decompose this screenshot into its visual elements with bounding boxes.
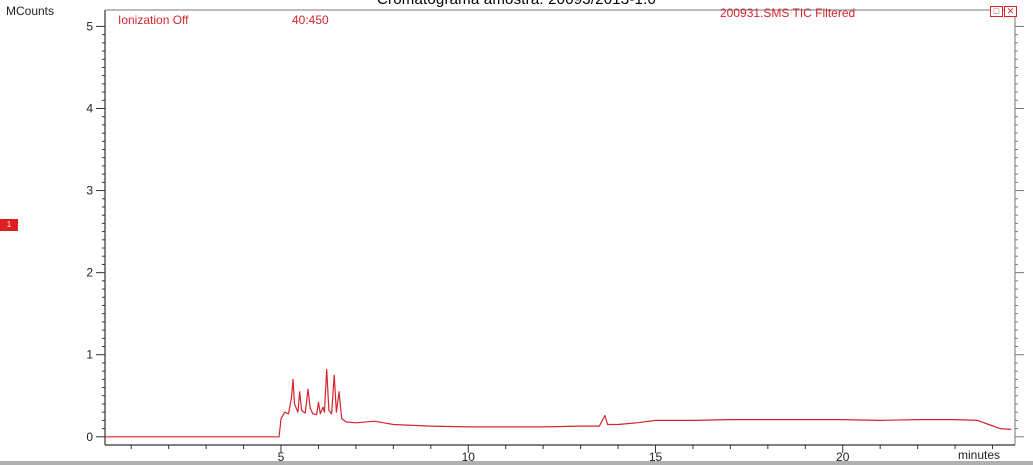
trace-group [105, 368, 1012, 438]
x-tick-label: 15 [649, 450, 663, 464]
y-tick-label: 5 [86, 19, 93, 33]
x-tick-label: 5 [278, 450, 285, 464]
plot-frame [104, 9, 1016, 446]
y-tick-label: 0 [86, 430, 93, 444]
trace-marker-badge[interactable]: 1 [0, 219, 18, 231]
window-buttons: □ ✕ [990, 6, 1017, 17]
y-tick-label: 3 [86, 184, 93, 198]
y-tick-label: 1 [86, 348, 93, 362]
x-axis-ticks: 5 10 15 20 [130, 445, 994, 464]
y-tick-label: 4 [86, 101, 93, 115]
y-tick-label: 2 [86, 266, 93, 280]
tic-trace-line [105, 368, 1012, 438]
ionization-status: Ionization Off [118, 13, 189, 27]
mass-range: 40:450 [292, 13, 329, 27]
file-label: 200931.SMS TIC Filtered [720, 6, 855, 20]
y-axis-label: MCounts [6, 4, 54, 18]
x-tick-label: 20 [836, 450, 850, 464]
close-button[interactable]: ✕ [1004, 6, 1017, 17]
chart-title: Cromatograma amostra: 20093/2013-1.0 [0, 0, 1033, 8]
restore-button[interactable]: □ [990, 6, 1003, 17]
bottom-scrollbar[interactable] [0, 461, 1033, 465]
x-axis-label: minutes [958, 448, 1000, 462]
x-tick-label: 10 [462, 450, 476, 464]
y-axis-ticks: 0 1 2 3 4 5 [86, 19, 1024, 444]
